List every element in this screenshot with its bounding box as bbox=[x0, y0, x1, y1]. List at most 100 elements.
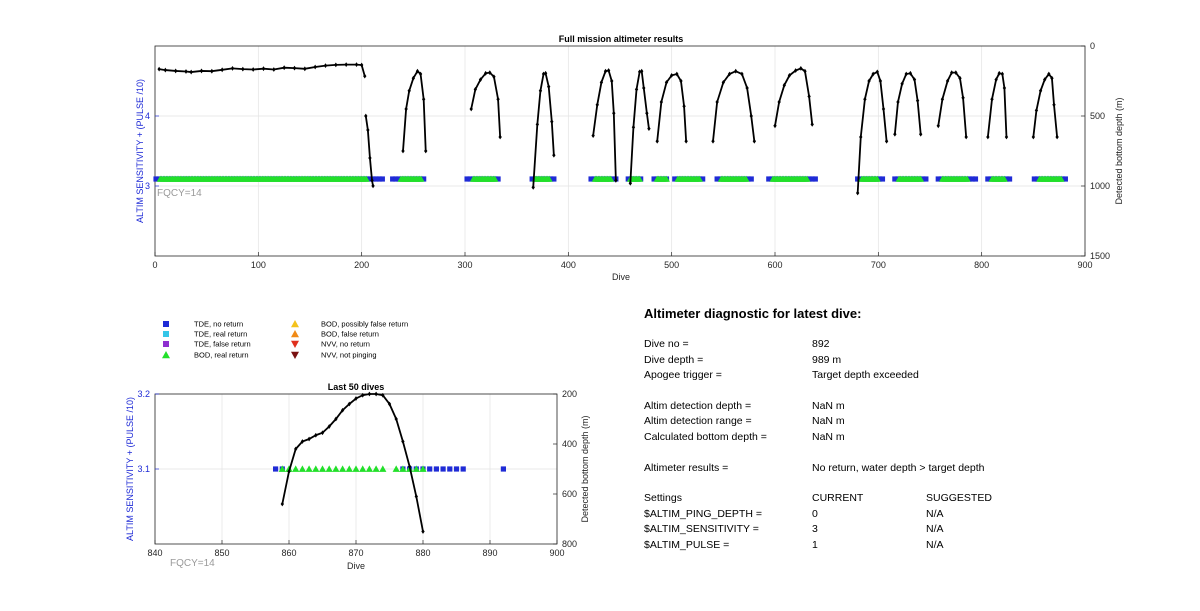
bottom-depth-point bbox=[418, 71, 423, 77]
bod-real-return-point bbox=[696, 175, 703, 182]
bottom-depth-point bbox=[950, 70, 954, 75]
x-tick-label: 800 bbox=[974, 260, 989, 270]
bod-real-return-point bbox=[392, 465, 400, 472]
bottom-depth-point bbox=[612, 110, 616, 116]
bottom-depth-point bbox=[727, 71, 732, 77]
diagnostic-label: Apogee trigger = bbox=[644, 369, 722, 382]
bottom-depth-point bbox=[407, 464, 412, 469]
bottom-depth-point bbox=[303, 66, 307, 72]
bottom-depth-point bbox=[682, 103, 686, 109]
bottom-depth-point bbox=[1031, 134, 1036, 140]
legend-label: TDE, no return bbox=[194, 320, 243, 329]
bottom-depth-point bbox=[958, 75, 962, 81]
bottom-depth-point bbox=[163, 67, 168, 73]
bottom-depth-line bbox=[986, 72, 1008, 138]
x-tick-label: 100 bbox=[251, 260, 266, 270]
setting-name: $ALTIM_SENSITIVITY = bbox=[644, 523, 759, 536]
bottom-depth-point bbox=[599, 80, 604, 85]
bottom-depth-point bbox=[896, 99, 900, 105]
legend-marker-triangle-up bbox=[291, 320, 299, 328]
bottom-depth-point bbox=[272, 67, 276, 72]
bottom-depth-line bbox=[532, 72, 555, 188]
bottom-depth-point bbox=[550, 119, 554, 124]
bottom-depth-point bbox=[411, 75, 416, 81]
bottom-depth-line bbox=[893, 72, 922, 135]
bottom-depth-point bbox=[904, 71, 908, 77]
bottom-depth-point bbox=[1055, 134, 1059, 140]
tde-no-return-point bbox=[551, 176, 557, 182]
bottom-depth-point bbox=[614, 178, 618, 183]
legend-marker-square bbox=[163, 321, 169, 327]
x-tick-label: 700 bbox=[871, 260, 886, 270]
tde-no-return-point bbox=[390, 176, 396, 182]
bottom-depth-point bbox=[478, 77, 483, 82]
bod-real-return-point bbox=[1001, 175, 1008, 182]
bod-real-return-point bbox=[305, 465, 313, 472]
bottom-depth-point bbox=[157, 66, 161, 72]
x-tick-label: 890 bbox=[482, 548, 497, 558]
bottom-chart-y-right-ticks: 200 400 600 800 bbox=[553, 389, 577, 549]
y-left-tick-label: 3.1 bbox=[137, 464, 150, 474]
tde-no-return-point bbox=[748, 176, 754, 182]
settings-row-pulse: $ALTIM_PULSE = 1 N/A bbox=[644, 538, 1184, 554]
tde-no-return-point bbox=[745, 176, 751, 182]
bottom-depth-point bbox=[407, 88, 411, 94]
settings-row-ping-depth: $ALTIM_PING_DEPTH = 0 N/A bbox=[644, 507, 1184, 523]
bod-real-return-point bbox=[963, 175, 971, 182]
tde-no-return-point bbox=[672, 176, 678, 182]
legend-label: BOD, possibly false return bbox=[321, 320, 408, 329]
diagnostic-label: Dive depth = bbox=[644, 353, 704, 366]
bottom-depth-point bbox=[1047, 71, 1051, 77]
x-tick-label: 840 bbox=[147, 548, 162, 558]
bottom-depth-point bbox=[313, 64, 317, 70]
tde-no-return-point bbox=[367, 176, 373, 182]
bottom-depth-point bbox=[199, 68, 204, 74]
top-chart-ylabel-left: ALTIM SENSITIVITY + (PULSE /10) bbox=[135, 79, 145, 223]
diagnostic-value: 989 m bbox=[812, 353, 842, 366]
bottom-depth-point bbox=[334, 62, 338, 68]
bottom-chart-x-ticks: 840 850 860 870 880 890 900 bbox=[147, 540, 565, 558]
bottom-depth-line bbox=[281, 393, 424, 532]
legend-label: BOD, false return bbox=[321, 330, 379, 339]
bottom-depth-point bbox=[415, 68, 420, 74]
bod-real-return-point bbox=[362, 175, 370, 182]
bottom-depth-point bbox=[401, 439, 405, 444]
legend-marker-triangle-up bbox=[162, 351, 170, 359]
y-right-tick-label: 500 bbox=[1090, 111, 1105, 121]
bottom-depth-point bbox=[173, 68, 178, 74]
bottom-depth-point bbox=[912, 77, 917, 82]
diagnostic-value: NaN m bbox=[812, 399, 845, 412]
bottom-depth-point bbox=[361, 392, 365, 398]
diagnostic-value: 892 bbox=[812, 338, 830, 350]
bottom-depth-point bbox=[915, 98, 920, 103]
bod-real-return-point bbox=[803, 175, 811, 182]
diagnostic-row-dive-no: Dive no = 892 bbox=[644, 337, 1184, 353]
tde-no-return-point bbox=[427, 466, 433, 472]
x-tick-label: 600 bbox=[767, 260, 782, 270]
bottom-depth-point bbox=[664, 80, 669, 85]
settings-header-current: CURRENT bbox=[812, 492, 864, 505]
top-chart-xlabel: Dive bbox=[612, 272, 630, 282]
x-tick-label: 300 bbox=[457, 260, 472, 270]
bottom-depth-point bbox=[675, 71, 679, 77]
bod-real-return-point bbox=[298, 465, 306, 472]
bottom-depth-point bbox=[994, 77, 998, 82]
bottom-depth-point bbox=[307, 436, 311, 442]
bottom-depth-point bbox=[327, 424, 331, 429]
top-chart-axes-box bbox=[154, 45, 1086, 257]
bod-real-return-point bbox=[1057, 175, 1065, 182]
diagnostic-row-detection-range: Altim detection range = NaN m bbox=[644, 414, 1184, 430]
bottom-depth-point bbox=[591, 133, 595, 138]
tde-no-return-point bbox=[273, 466, 279, 472]
top-chart-y-left-ticks: 34 bbox=[145, 111, 159, 191]
bottom-depth-point bbox=[261, 66, 266, 72]
bottom-depth-point bbox=[543, 70, 548, 76]
diagnostic-label: Altim detection range = bbox=[644, 415, 752, 428]
tde-no-return-point bbox=[1006, 176, 1013, 182]
diagnostic-label: Altim detection depth = bbox=[644, 399, 752, 412]
bottom-depth-point bbox=[282, 65, 286, 71]
tde-no-return-point bbox=[935, 176, 941, 182]
tde-no-return-point bbox=[714, 176, 720, 182]
tde-no-return-point bbox=[700, 176, 706, 182]
